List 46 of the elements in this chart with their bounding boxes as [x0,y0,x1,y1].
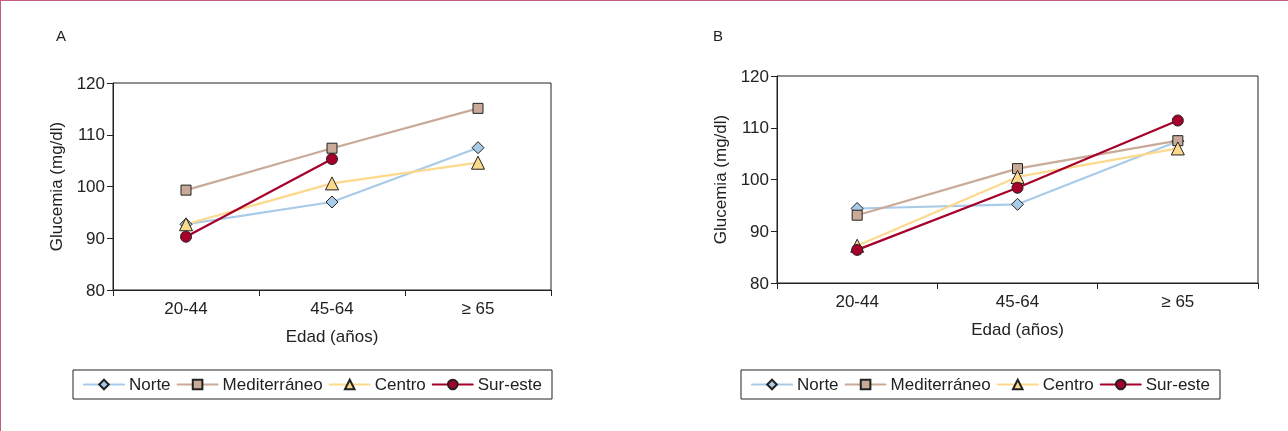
x-axis-title: Edad (años) [971,320,1064,339]
legend-label: Centro [1042,375,1094,394]
x-tick-label: ≥ 65 [1161,292,1195,311]
y-tick-label: 110 [77,125,105,145]
legend-label: Mediterráneo [890,375,991,394]
chart-title: A [56,27,67,44]
y-tick-label: 100 [76,177,105,196]
legend-label: Sur-este [1145,375,1211,394]
x-tick-label: 20-44 [164,299,208,318]
point [180,184,192,196]
legend-label: Sur-este [477,375,543,394]
point [851,209,863,221]
y-tick-label: 80 [750,273,769,293]
point [1170,141,1185,156]
y-tick-label: 90 [86,228,105,248]
point [1011,197,1024,211]
point [1011,181,1024,194]
x-tick-label: 20-44 [835,292,879,311]
y-tick-label: 80 [86,280,105,300]
x-tick-label: 45-64 [995,292,1040,311]
point [325,195,339,209]
y-tick-label: 110 [741,118,769,138]
point [325,176,339,191]
point [326,153,338,166]
legend-label: Centro [374,375,426,394]
point [1010,169,1025,184]
chart-title: B [713,27,724,44]
y-tick-label: 120 [740,66,769,86]
y-axis-title: Glucemia (mg/dl) [711,114,730,245]
point [1171,114,1184,127]
legend-label: Norte [797,375,839,394]
legend-label: Norte [129,375,171,394]
y-tick-label: 120 [76,73,105,93]
y-tick-label: 100 [740,170,769,189]
x-axis-title: Edad (años) [285,327,379,346]
point [472,102,484,114]
point [180,230,192,243]
y-tick-label: 90 [750,221,769,241]
point [851,243,864,256]
legend-label: Mediterráneo [222,375,323,394]
y-axis-title: Glucemia (mg/dl) [47,121,66,252]
point [326,142,338,154]
x-tick-label: ≥ 65 [461,299,495,318]
point [471,155,485,170]
point [471,141,485,155]
x-tick-label: 45-64 [310,299,354,318]
